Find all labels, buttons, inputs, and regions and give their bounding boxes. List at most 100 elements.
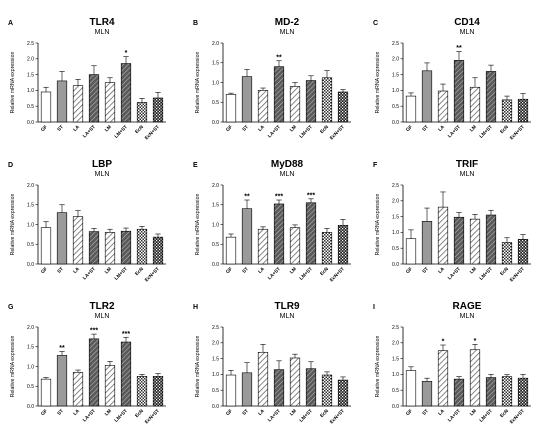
category-label: EcN xyxy=(319,124,330,135)
significance-mark: * xyxy=(125,50,128,57)
bar-LM xyxy=(289,227,301,265)
significance-mark: ** xyxy=(244,194,250,201)
significance-mark: * xyxy=(442,339,445,346)
y-tick-label: 2.5 xyxy=(392,183,399,189)
y-tick-label: 0.0 xyxy=(27,120,34,126)
bar-GF xyxy=(40,91,52,123)
bar-EcN+ST xyxy=(337,224,349,265)
category-label: ST xyxy=(421,124,430,133)
category-label: EcN xyxy=(134,266,145,277)
significance-mark: *** xyxy=(122,331,130,338)
bar-LM+ST xyxy=(485,214,497,265)
category-label: EcN+ST xyxy=(509,124,526,141)
category-label: LA+ST xyxy=(267,408,282,423)
y-tick-label: 2.5 xyxy=(27,41,34,47)
y-tick-label: 2.5 xyxy=(212,325,219,331)
y-axis-label: Relative mRNA expression xyxy=(375,336,381,398)
category-label: EcN xyxy=(499,124,510,135)
y-tick-label: 1.0 xyxy=(392,230,399,236)
y-tick-label: 2.0 xyxy=(392,57,399,63)
category-label: LM xyxy=(104,408,113,417)
category-label: LA xyxy=(437,266,446,275)
category-label: LM xyxy=(104,266,113,275)
y-axis-label: Relative mRNA expression xyxy=(10,52,16,114)
category-label: EcN+ST xyxy=(329,266,346,283)
panel-subtitle: MLN xyxy=(95,171,110,178)
y-tick-label: 1.5 xyxy=(27,345,34,351)
bar-EcN+ST xyxy=(517,239,529,265)
bar-LM xyxy=(469,86,481,123)
category-label: GF xyxy=(405,124,414,133)
category-label: EcN xyxy=(499,408,510,419)
category-label: ST xyxy=(421,408,430,417)
category-label: LA xyxy=(437,408,446,417)
y-tick-label: 0.0 xyxy=(212,404,219,410)
y-tick-label: 2.5 xyxy=(392,325,399,331)
category-label: LM+ST xyxy=(298,124,314,140)
category-label: EcN xyxy=(134,408,145,419)
bar-EcN xyxy=(321,232,333,265)
panel-title: TRIF xyxy=(456,159,478,170)
panel-title: TLR9 xyxy=(275,301,300,312)
bar-LA+ST xyxy=(453,60,465,123)
y-tick-label: 0.5 xyxy=(212,100,219,106)
y-tick-label: 0.0 xyxy=(392,404,399,410)
y-axis-label: Relative mRNA expression xyxy=(195,194,201,256)
bar-EcN xyxy=(136,228,148,265)
y-tick-label: 2.0 xyxy=(27,57,34,63)
panel-title: MyD88 xyxy=(271,159,304,170)
bar-ST xyxy=(241,76,253,123)
y-tick-label: 2.0 xyxy=(392,199,399,205)
bar-GF xyxy=(40,227,52,265)
panel-subtitle: MLN xyxy=(280,171,295,178)
category-label: LM+ST xyxy=(478,124,494,140)
y-tick-label: 2.0 xyxy=(212,41,219,47)
bar-ST xyxy=(56,212,68,265)
y-tick-label: 0.5 xyxy=(212,388,219,394)
category-label: EcN+ST xyxy=(329,408,346,425)
bar-LM+ST xyxy=(120,230,132,265)
y-tick-label: 0.5 xyxy=(27,384,34,390)
bar-LM+ST xyxy=(120,63,132,123)
category-label: GF xyxy=(40,266,49,275)
category-label: GF xyxy=(40,408,49,417)
category-label: LM+ST xyxy=(113,408,129,424)
category-label: GF xyxy=(225,266,234,275)
significance-mark: * xyxy=(474,338,477,345)
bar-EcN+ST xyxy=(152,97,164,123)
y-tick-label: 1.5 xyxy=(392,214,399,220)
category-label: ST xyxy=(241,124,250,133)
bar-LA+ST xyxy=(273,369,285,407)
bar-LM xyxy=(469,218,481,265)
panel-subtitle: MLN xyxy=(460,29,475,36)
panel-letter: D xyxy=(8,162,13,169)
panel-letter: B xyxy=(193,20,198,27)
bar-GF xyxy=(405,238,417,265)
y-tick-label: 0.0 xyxy=(212,120,219,126)
bar-LA xyxy=(72,216,84,265)
y-axis-label: Relative mRNA expression xyxy=(195,336,201,398)
category-label: LM xyxy=(289,124,298,133)
y-tick-label: 0.5 xyxy=(392,104,399,110)
y-tick-label: 1.5 xyxy=(27,72,34,78)
category-label: LM+ST xyxy=(113,266,129,282)
bar-ST xyxy=(421,221,433,265)
y-tick-label: 2.0 xyxy=(392,341,399,347)
category-label: EcN+ST xyxy=(144,408,161,425)
category-label: LA xyxy=(72,408,81,417)
panel-letter: F xyxy=(373,162,378,169)
y-axis-label: Relative mRNA expression xyxy=(10,194,16,256)
category-label: LM xyxy=(469,266,478,275)
y-tick-label: 0.5 xyxy=(212,242,219,248)
panel-title: CD14 xyxy=(454,17,480,28)
bar-LA+ST xyxy=(88,338,100,407)
category-label: GF xyxy=(405,266,414,275)
bar-LA xyxy=(437,350,449,407)
category-label: LA xyxy=(257,124,266,133)
bar-LA+ST xyxy=(273,66,285,123)
bar-EcN xyxy=(501,242,513,265)
bar-LM+ST xyxy=(485,71,497,123)
bar-ST xyxy=(56,355,68,407)
